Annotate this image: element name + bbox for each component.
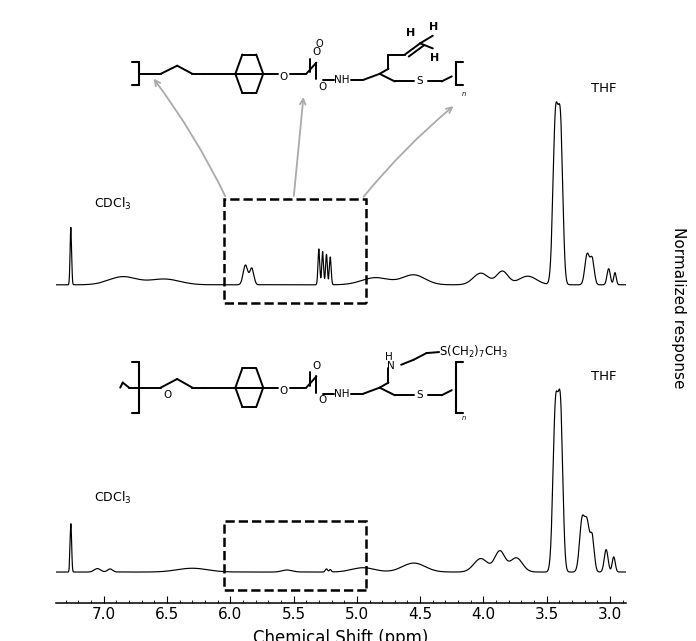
- Text: NH: NH: [334, 388, 349, 399]
- Text: $_n$: $_n$: [461, 88, 466, 99]
- Text: H: H: [385, 352, 393, 362]
- Text: O: O: [279, 72, 287, 82]
- Text: O: O: [279, 386, 287, 395]
- Text: THF: THF: [591, 370, 617, 383]
- Bar: [224, 199, 365, 303]
- Text: Normalized response: Normalized response: [671, 227, 686, 388]
- Text: $\mathbf{H}$: $\mathbf{H}$: [427, 20, 438, 32]
- Text: O: O: [313, 47, 320, 58]
- Text: O: O: [315, 39, 323, 49]
- Text: NH: NH: [334, 75, 349, 85]
- Text: O: O: [319, 395, 327, 405]
- Bar: [224, 520, 365, 590]
- Text: CDCl$_3$: CDCl$_3$: [94, 196, 131, 212]
- Text: O: O: [319, 81, 327, 92]
- X-axis label: Chemical Shift (ppm): Chemical Shift (ppm): [253, 629, 429, 641]
- Text: THF: THF: [591, 83, 617, 96]
- Text: CDCl$_3$: CDCl$_3$: [94, 490, 131, 506]
- Text: $_n$: $_n$: [461, 413, 466, 423]
- Text: O: O: [313, 362, 320, 371]
- Text: $\mathbf{H}$: $\mathbf{H}$: [405, 26, 416, 38]
- Text: S(CH$_2$)$_7$CH$_3$: S(CH$_2$)$_7$CH$_3$: [439, 344, 508, 360]
- Text: N: N: [387, 362, 395, 371]
- Text: S: S: [417, 76, 423, 87]
- Text: $\mathbf{H}$: $\mathbf{H}$: [429, 51, 439, 63]
- Text: O: O: [163, 390, 171, 400]
- Text: S: S: [417, 390, 423, 400]
